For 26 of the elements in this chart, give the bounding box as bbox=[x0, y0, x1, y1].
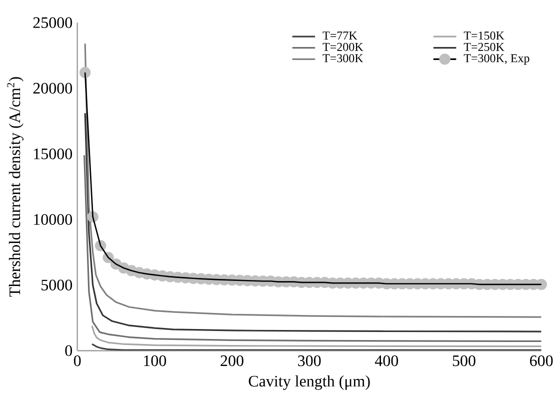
y-tick-label: 20000 bbox=[33, 82, 72, 94]
line-series bbox=[84, 112, 542, 332]
legend-label: T=200K bbox=[322, 42, 364, 51]
y-axis-title: Thershold current density (A/cm$^{2}$) bbox=[7, 77, 24, 297]
x-tick-label: 200 bbox=[220, 355, 244, 366]
x-tick-label: 300 bbox=[298, 355, 321, 366]
line-series bbox=[91, 324, 542, 348]
legend-label: T=250K bbox=[464, 42, 504, 51]
legend-label: T=77K bbox=[322, 32, 358, 40]
y-tick-label: 0 bbox=[65, 345, 72, 356]
x-tick-label: 0 bbox=[74, 355, 81, 366]
x-tick-label: 100 bbox=[144, 355, 166, 366]
x-axis-title: Cavity length (μm) bbox=[248, 375, 370, 390]
x-tick-label: 600 bbox=[530, 355, 553, 366]
x-tick-label: 400 bbox=[374, 355, 398, 366]
x-tick-label: 500 bbox=[452, 355, 476, 366]
legend-label: T=300K bbox=[322, 54, 364, 62]
line-series bbox=[84, 154, 542, 342]
y-tick-label: 5000 bbox=[42, 280, 72, 290]
y-tick-label: 10000 bbox=[34, 214, 72, 225]
y-tick-label: 15000 bbox=[34, 148, 72, 160]
line-series bbox=[84, 42, 542, 318]
legend-label: T=300K, Exp bbox=[464, 54, 530, 65]
legend-label: T=150K bbox=[464, 32, 504, 40]
point bbox=[79, 66, 91, 78]
y-tick-label: 25000 bbox=[33, 17, 72, 28]
